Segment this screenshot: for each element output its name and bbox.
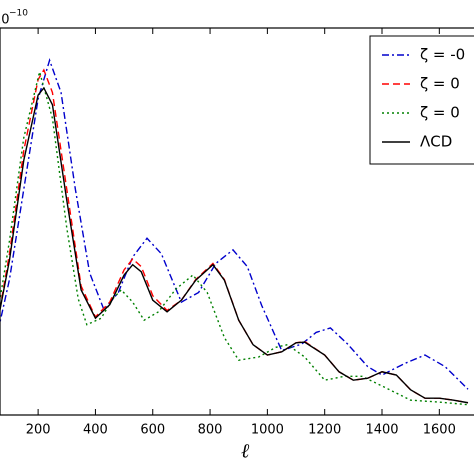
- x-tick-label: 1000: [251, 423, 284, 438]
- legend-label: ΛCD: [420, 133, 452, 151]
- x-tick-label: 400: [83, 423, 108, 438]
- series-line: [0, 57, 469, 390]
- x-axis-label: ℓ: [241, 439, 250, 463]
- x-tick-label: 1600: [423, 423, 456, 438]
- y-offset-exponent: −10: [9, 9, 28, 19]
- x-tick-label: 600: [140, 423, 165, 438]
- legend-label: ζ = 0: [420, 75, 460, 93]
- x-tick-label: 1400: [365, 423, 398, 438]
- series-line: [0, 86, 469, 404]
- x-tick-label: 1200: [308, 423, 341, 438]
- legend-label: ζ = -0: [420, 46, 465, 64]
- series-line: [0, 69, 469, 406]
- x-tick-label: 800: [198, 423, 223, 438]
- plot-frame: [0, 27, 474, 416]
- y-offset-base: 10: [0, 13, 10, 28]
- legend-label: ζ = 0: [420, 104, 460, 122]
- x-tick-label: 200: [26, 423, 51, 438]
